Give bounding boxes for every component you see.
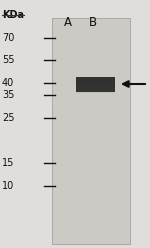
- Bar: [76, 79, 115, 80]
- Bar: [76, 77, 115, 92]
- Bar: [76, 83, 115, 84]
- Text: 35: 35: [2, 90, 14, 100]
- Text: KDa: KDa: [2, 10, 24, 20]
- Bar: [76, 87, 115, 88]
- Text: 25: 25: [2, 113, 15, 123]
- Text: 55: 55: [2, 55, 15, 65]
- Bar: [52, 18, 130, 244]
- Text: 10: 10: [2, 181, 14, 191]
- Bar: [76, 88, 115, 89]
- Bar: [76, 79, 115, 80]
- Bar: [76, 82, 115, 83]
- Bar: [76, 89, 115, 90]
- Bar: [76, 77, 115, 78]
- Bar: [76, 81, 115, 82]
- Bar: [76, 86, 115, 87]
- Bar: [76, 78, 115, 79]
- Bar: [76, 81, 115, 82]
- Bar: [76, 84, 115, 85]
- Bar: [76, 82, 115, 83]
- Bar: [76, 90, 115, 91]
- Text: A: A: [64, 15, 72, 29]
- Bar: [76, 80, 115, 81]
- Bar: [76, 80, 115, 81]
- Text: 15: 15: [2, 158, 14, 168]
- Bar: [76, 78, 115, 79]
- Bar: [76, 91, 115, 92]
- Text: 70: 70: [2, 33, 14, 43]
- Bar: [76, 91, 115, 92]
- Bar: [76, 90, 115, 91]
- Bar: [76, 85, 115, 86]
- Text: 40: 40: [2, 78, 14, 88]
- Bar: [76, 92, 115, 93]
- Text: B: B: [89, 15, 97, 29]
